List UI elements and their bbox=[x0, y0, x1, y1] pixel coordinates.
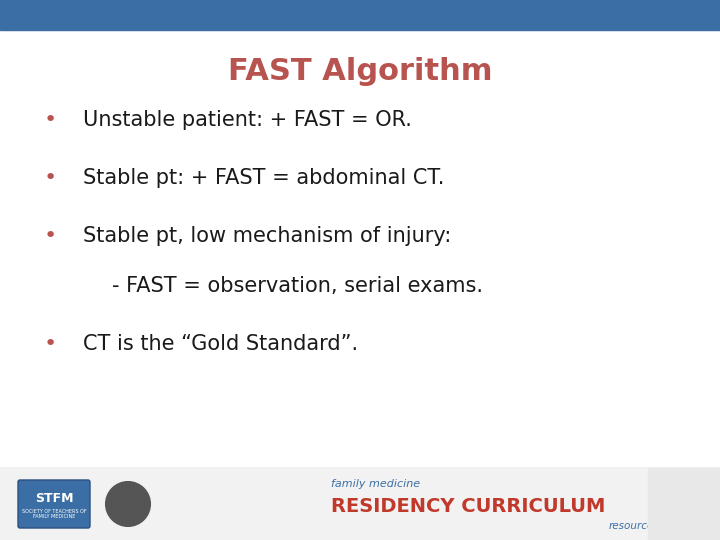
Text: •: • bbox=[44, 110, 57, 130]
Text: CT is the “Gold Standard”.: CT is the “Gold Standard”. bbox=[83, 334, 358, 354]
Text: Stable pt: + FAST = abdominal CT.: Stable pt: + FAST = abdominal CT. bbox=[83, 168, 444, 188]
Text: FAST Algorithm: FAST Algorithm bbox=[228, 57, 492, 86]
Text: family medicine: family medicine bbox=[331, 479, 420, 489]
Text: resource: resource bbox=[608, 521, 654, 531]
Text: SOCIETY OF TEACHERS OF
FAMILY MEDICINE: SOCIETY OF TEACHERS OF FAMILY MEDICINE bbox=[22, 509, 86, 519]
Text: STFM: STFM bbox=[35, 491, 73, 504]
Text: Stable pt, low mechanism of injury:: Stable pt, low mechanism of injury: bbox=[83, 226, 451, 246]
FancyBboxPatch shape bbox=[18, 480, 90, 528]
Bar bbox=[0, 468, 720, 540]
Text: - FAST = observation, serial exams.: - FAST = observation, serial exams. bbox=[112, 276, 482, 296]
Text: •: • bbox=[44, 334, 57, 354]
Text: •: • bbox=[44, 226, 57, 246]
Circle shape bbox=[106, 482, 150, 526]
Text: Unstable patient: + FAST = OR.: Unstable patient: + FAST = OR. bbox=[83, 110, 412, 130]
Text: •: • bbox=[44, 168, 57, 188]
Bar bbox=[0, 0, 720, 30]
Text: RESIDENCY CURRICULUM: RESIDENCY CURRICULUM bbox=[331, 497, 606, 516]
Bar bbox=[648, 468, 720, 540]
